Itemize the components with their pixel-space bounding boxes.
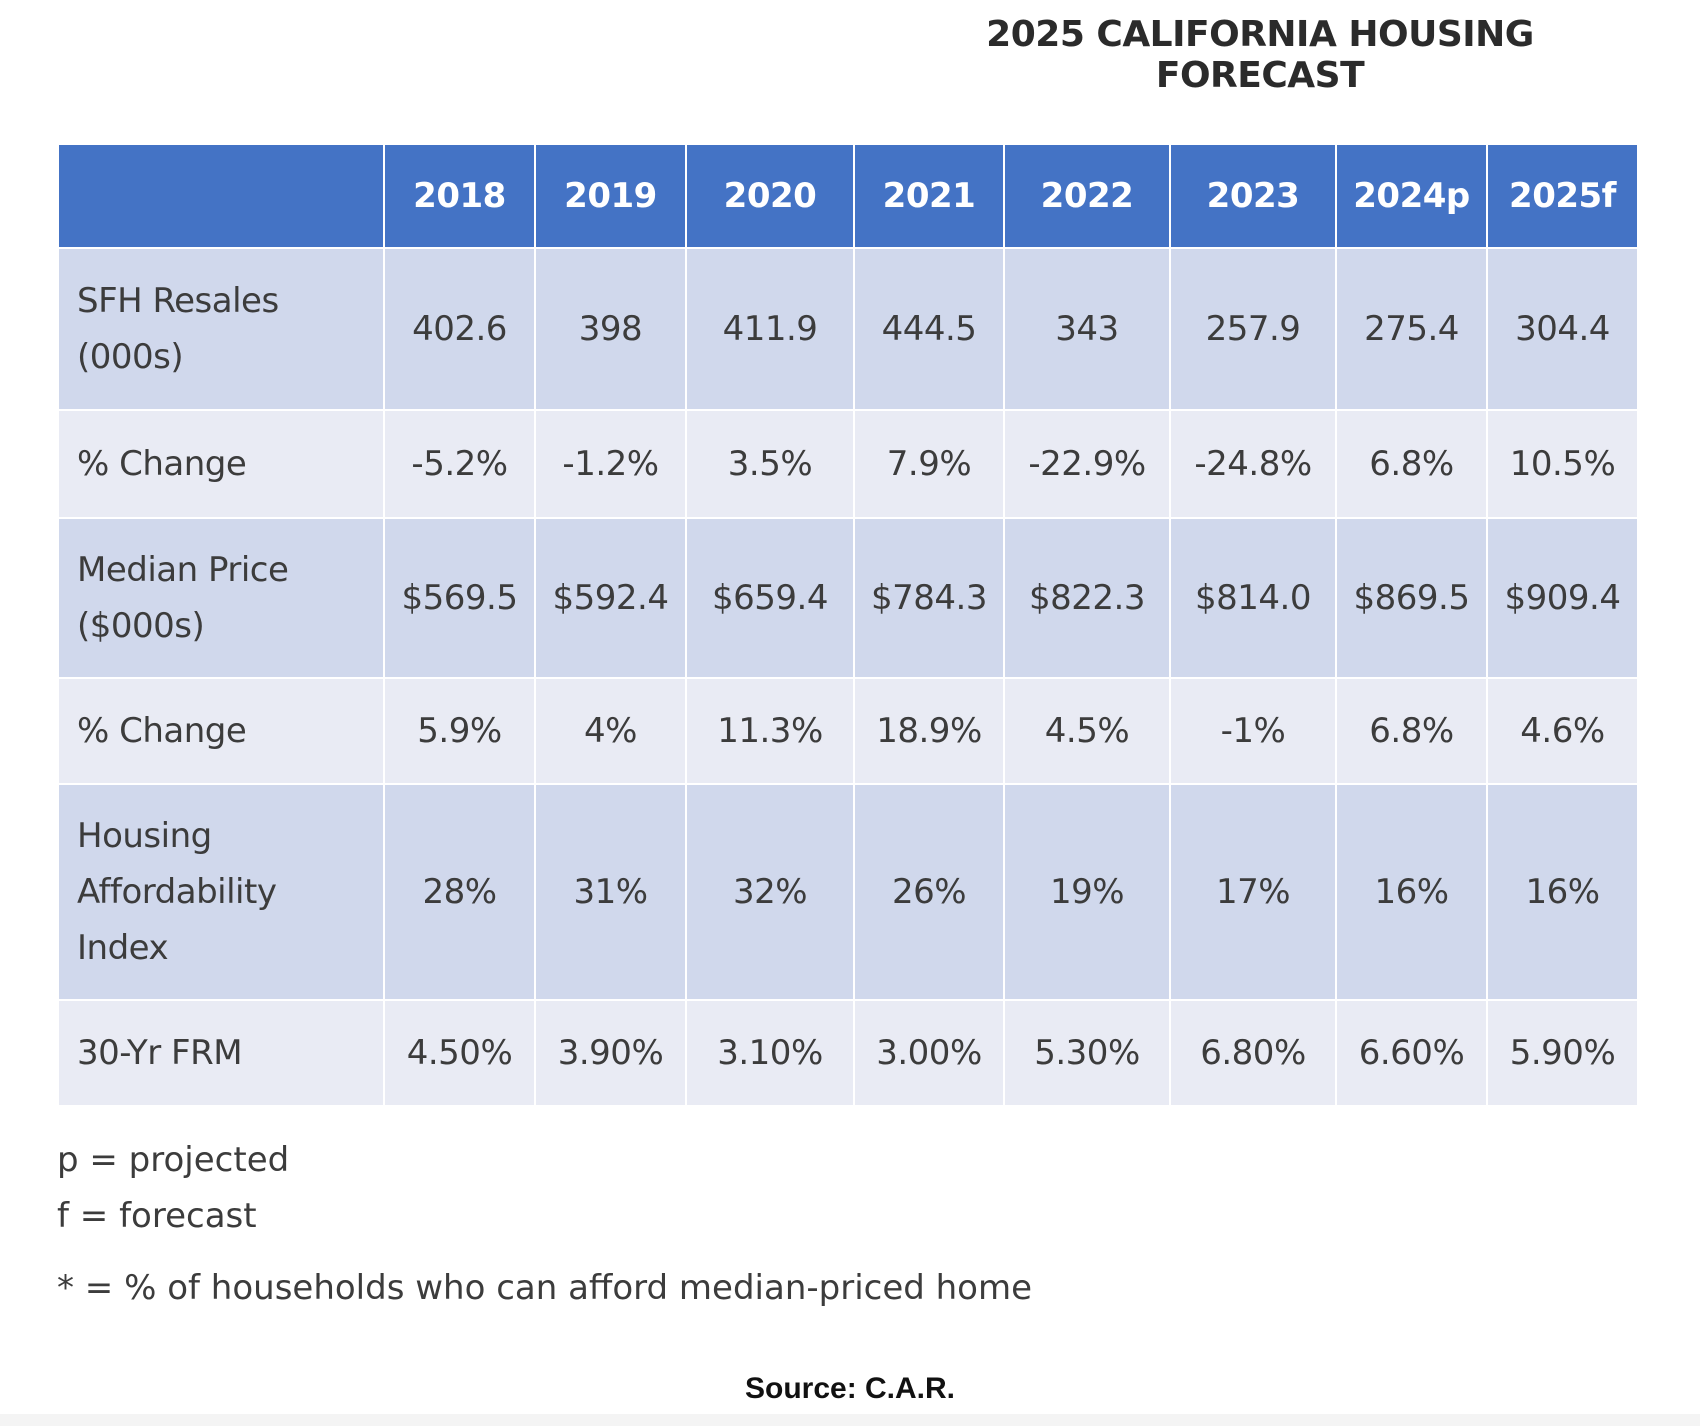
- note-projected: p = projected: [57, 1140, 290, 1180]
- table-cell: 16%: [1488, 785, 1637, 1001]
- table-row: % Change -5.2% -1.2% 3.5% 7.9% -22.9% -24.8% 6.…: [59, 411, 1637, 519]
- table-cell: 343: [1005, 249, 1171, 411]
- table-row: 30-Yr FRM 4.50% 3.90% 3.10% 3.00% 5.30% 6.80% 6…: [59, 1001, 1637, 1107]
- row-label: % Change: [59, 679, 385, 785]
- row-label: 30-Yr FRM: [59, 1001, 385, 1107]
- table-cell: 4.6%: [1488, 679, 1637, 785]
- table-cell: $592.4: [536, 519, 687, 679]
- table-cell: 19%: [1005, 785, 1171, 1001]
- table-cell: -24.8%: [1171, 411, 1337, 519]
- header-cell-2025f: 2025f: [1488, 145, 1637, 249]
- header-cell-2019: 2019: [536, 145, 687, 249]
- table-cell: 28%: [385, 785, 536, 1001]
- row-label: Housing Affordability Index: [59, 785, 385, 1001]
- table-cell: 10.5%: [1488, 411, 1637, 519]
- table-cell: 6.60%: [1337, 1001, 1488, 1107]
- header-cell-2023: 2023: [1171, 145, 1337, 249]
- header-cell-2018: 2018: [385, 145, 536, 249]
- table-cell: -5.2%: [385, 411, 536, 519]
- table-cell: 398: [536, 249, 687, 411]
- table-cell: 18.9%: [855, 679, 1005, 785]
- row-label-line: Median Price: [77, 550, 289, 590]
- table-cell: 444.5: [855, 249, 1005, 411]
- row-label-line: % Change: [77, 444, 247, 484]
- table-cell: 32%: [687, 785, 855, 1001]
- table-cell: 7.9%: [855, 411, 1005, 519]
- source-credit: Source: C.A.R.: [744, 1372, 956, 1405]
- table-row: SFH Resales (000s) 402.6 398 411.9 444.5 343 25…: [59, 249, 1637, 411]
- row-label: Median Price ($000s): [59, 519, 385, 679]
- table-cell: $784.3: [855, 519, 1005, 679]
- page-title: 2025 CALIFORNIA HOUSING FORECAST: [986, 14, 1534, 96]
- table-cell: $869.5: [1337, 519, 1488, 679]
- header-cell-2021: 2021: [855, 145, 1005, 249]
- header-cell-2024p: 2024p: [1337, 145, 1488, 249]
- row-label: SFH Resales (000s): [59, 249, 385, 411]
- forecast-table: 2018 2019 2020 2021 2022 2023 2024p 2025…: [59, 145, 1637, 1107]
- table-row: % Change 5.9% 4% 11.3% 18.9% 4.5% -1% 6.8% 4.6%: [59, 679, 1637, 785]
- table-cell: -1%: [1171, 679, 1337, 785]
- table-cell: -1.2%: [536, 411, 687, 519]
- note-asterisk: * = % of households who can afford media…: [57, 1268, 1033, 1308]
- table-cell: 3.5%: [687, 411, 855, 519]
- header-row: 2018 2019 2020 2021 2022 2023 2024p 2025…: [59, 145, 1637, 249]
- table-cell: 5.90%: [1488, 1001, 1637, 1107]
- table-cell: 257.9: [1171, 249, 1337, 411]
- table-cell: 5.30%: [1005, 1001, 1171, 1107]
- row-label-line: % Change: [77, 711, 247, 751]
- header-cell-2020: 2020: [687, 145, 855, 249]
- table-cell: $569.5: [385, 519, 536, 679]
- table-cell: 275.4: [1337, 249, 1488, 411]
- row-label: % Change: [59, 411, 385, 519]
- row-label-line: (000s): [77, 337, 184, 377]
- table-cell: -22.9%: [1005, 411, 1171, 519]
- table-cell: 3.00%: [855, 1001, 1005, 1107]
- table-cell: 3.10%: [687, 1001, 855, 1107]
- row-label-line: ($000s): [77, 606, 205, 646]
- table-cell: 11.3%: [687, 679, 855, 785]
- header-cell-empty: [59, 145, 385, 249]
- table-cell: 304.4: [1488, 249, 1637, 411]
- table-cell: 411.9: [687, 249, 855, 411]
- table-cell: $659.4: [687, 519, 855, 679]
- table-cell: $909.4: [1488, 519, 1637, 679]
- table-cell: 4.5%: [1005, 679, 1171, 785]
- bottom-strip: [0, 1414, 1700, 1426]
- table-cell: 4%: [536, 679, 687, 785]
- row-label-line: Index: [77, 928, 169, 968]
- table-body: SFH Resales (000s) 402.6 398 411.9 444.5 343 25…: [59, 249, 1637, 1107]
- table-cell: $814.0: [1171, 519, 1337, 679]
- table-cell: 6.8%: [1337, 679, 1488, 785]
- table-cell: 402.6: [385, 249, 536, 411]
- table-cell: 26%: [855, 785, 1005, 1001]
- table-cell: 3.90%: [536, 1001, 687, 1107]
- row-label-line: 30-Yr FRM: [77, 1033, 243, 1073]
- table-row: Median Price ($000s) $569.5 $592.4 $659.4 $78…: [59, 519, 1637, 679]
- note-forecast: f = forecast: [57, 1196, 257, 1236]
- row-label-line: SFH Resales: [77, 281, 279, 321]
- table-cell: 6.8%: [1337, 411, 1488, 519]
- table-cell: $822.3: [1005, 519, 1171, 679]
- row-label-line: Housing: [77, 816, 212, 856]
- header-cell-2022: 2022: [1005, 145, 1171, 249]
- table-cell: 16%: [1337, 785, 1488, 1001]
- legend-notes: p = projected f = forecast: [57, 1132, 289, 1244]
- table-cell: 4.50%: [385, 1001, 536, 1107]
- table-cell: 31%: [536, 785, 687, 1001]
- table-row: Housing Affordability Index 28% 31% 32% 26% 19%…: [59, 785, 1637, 1001]
- table-cell: 6.80%: [1171, 1001, 1337, 1107]
- table-cell: 17%: [1171, 785, 1337, 1001]
- table-cell: 5.9%: [385, 679, 536, 785]
- row-label-line: Affordability: [77, 872, 277, 912]
